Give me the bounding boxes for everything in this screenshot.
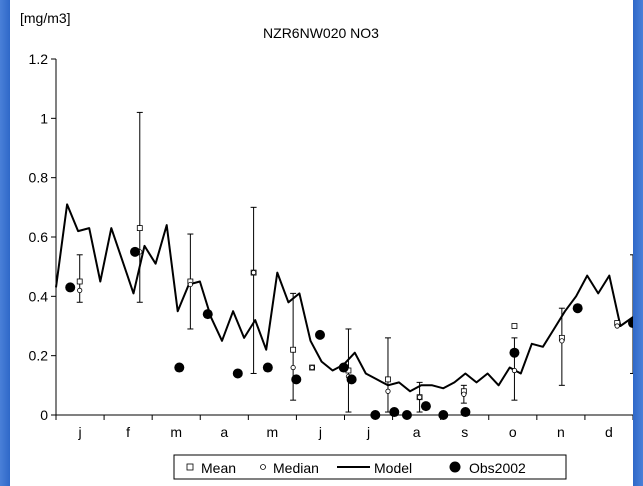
median-point: [511, 367, 518, 374]
obs2002-point: [130, 246, 141, 257]
obs2002-point: [438, 410, 449, 420]
mean-point: [290, 346, 297, 353]
month-label: a: [220, 424, 228, 440]
median-point: [77, 287, 83, 293]
obs2002-point: [420, 401, 431, 412]
median-point: [461, 391, 467, 397]
month-label: s: [461, 424, 468, 440]
obs2002-point: [460, 407, 471, 418]
obs2002-point: [174, 362, 185, 373]
median-point: [416, 394, 423, 400]
month-label: j: [77, 424, 81, 440]
error-bar: [250, 206, 257, 374]
error-bar: [630, 254, 633, 374]
y-tick-label: 1: [40, 110, 48, 126]
median-point: [187, 281, 193, 288]
legend-median-marker: [260, 464, 266, 470]
mean-point: [511, 323, 518, 329]
obs2002-point: [262, 362, 273, 373]
obs2002-point: [338, 362, 349, 373]
error-bar: [558, 307, 565, 386]
month-label: o: [509, 424, 517, 440]
obs2002-point: [346, 374, 357, 385]
month-label: n: [557, 424, 565, 440]
y-tick-label: 0.8: [29, 170, 49, 186]
y-tick-label: 0: [40, 407, 48, 423]
obs2002-point: [202, 309, 213, 320]
obs2002-point: [628, 318, 633, 329]
month-label: m: [170, 424, 182, 440]
legend-model-label: Model: [374, 460, 412, 476]
month-label: a: [413, 424, 421, 440]
mean-point: [136, 225, 143, 232]
chart-frame: [mg/m3] NZR6NW020 NO3 0 0.2 0.4 0.6 0.8 1 1.2 j…: [10, 0, 633, 486]
obs2002-point: [389, 407, 400, 418]
median-point: [559, 338, 565, 344]
legend-mean-marker: [186, 463, 194, 471]
month-label: d: [605, 424, 613, 440]
obs2002-point: [572, 303, 583, 314]
month-label: f: [126, 424, 130, 440]
y-tick-label: 1.2: [29, 51, 49, 67]
legend: Mean Median Model Obs2002: [173, 454, 567, 480]
median-point: [290, 364, 296, 371]
obs2002-point: [401, 410, 412, 420]
mean-point: [76, 278, 83, 285]
obs2002-point: [65, 282, 76, 293]
y-tick-label: 0.4: [29, 288, 49, 304]
median-point: [251, 269, 257, 276]
legend-mean-label: Mean: [201, 460, 236, 476]
obs2002-point: [291, 374, 302, 385]
median-point: [309, 364, 315, 371]
chart-title: NZR6NW020 NO3: [263, 25, 379, 41]
obs2002-point: [509, 347, 520, 358]
no3-chart: [mg/m3] NZR6NW020 NO3 0 0.2 0.4 0.6 0.8 1 1.2 j…: [20, 10, 633, 480]
mean-point: [385, 376, 391, 383]
obs2002-point: [314, 329, 325, 340]
legend-obs2002-label: Obs2002: [469, 460, 526, 476]
month-label: j: [366, 424, 370, 440]
median-point: [614, 323, 620, 329]
median-point: [385, 388, 391, 394]
legend-median-label: Median: [273, 460, 319, 476]
legend-obs2002-marker: [449, 461, 461, 473]
obs2002-point: [232, 368, 243, 379]
error-bar: [384, 337, 391, 413]
month-label: m: [267, 424, 279, 440]
y-tick-label: 0.2: [29, 348, 49, 364]
y-tick-label: 0.6: [29, 229, 49, 245]
error-bar: [76, 254, 83, 303]
obs2002-point: [370, 410, 381, 420]
y-axis-unit-label: [mg/m3]: [20, 10, 71, 26]
month-label: j: [318, 424, 322, 440]
